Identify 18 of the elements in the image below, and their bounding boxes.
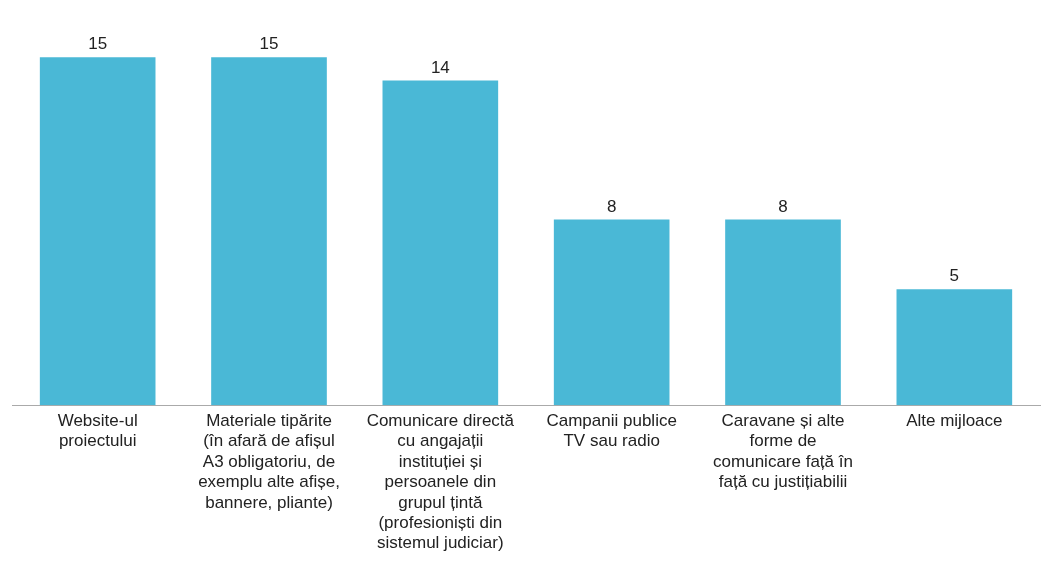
data-label: 15 [259, 34, 279, 54]
bar [553, 219, 670, 406]
data-label: 14 [430, 57, 450, 77]
data-label: 8 [778, 196, 788, 216]
x-tick-label: Caravane și alte forme de comunicare față în față cu justițiabilii [713, 411, 853, 492]
data-label: 8 [606, 196, 617, 216]
bar [39, 57, 156, 406]
x-tick-label: Campanii publice TV sau radio [546, 411, 677, 451]
x-tick-label: Alte mijloace [906, 411, 1003, 431]
bar [896, 289, 1013, 406]
bar [382, 80, 499, 406]
x-tick-label: Comunicare directă cu angajații instituției și persoanele din grupul țintă (profesioniști din sistemul judiciar) [366, 411, 515, 553]
bar [211, 57, 327, 406]
data-label: 5 [949, 266, 960, 286]
x-tick-label: Website-ul proiectului [57, 411, 138, 451]
x-tick-label: Materiale tipărite (în afară de afișul A3 obligatoriu, de exemplu alte afișe, bannere, pliante) [198, 411, 340, 512]
data-label: 15 [88, 34, 108, 54]
bar [725, 219, 841, 406]
